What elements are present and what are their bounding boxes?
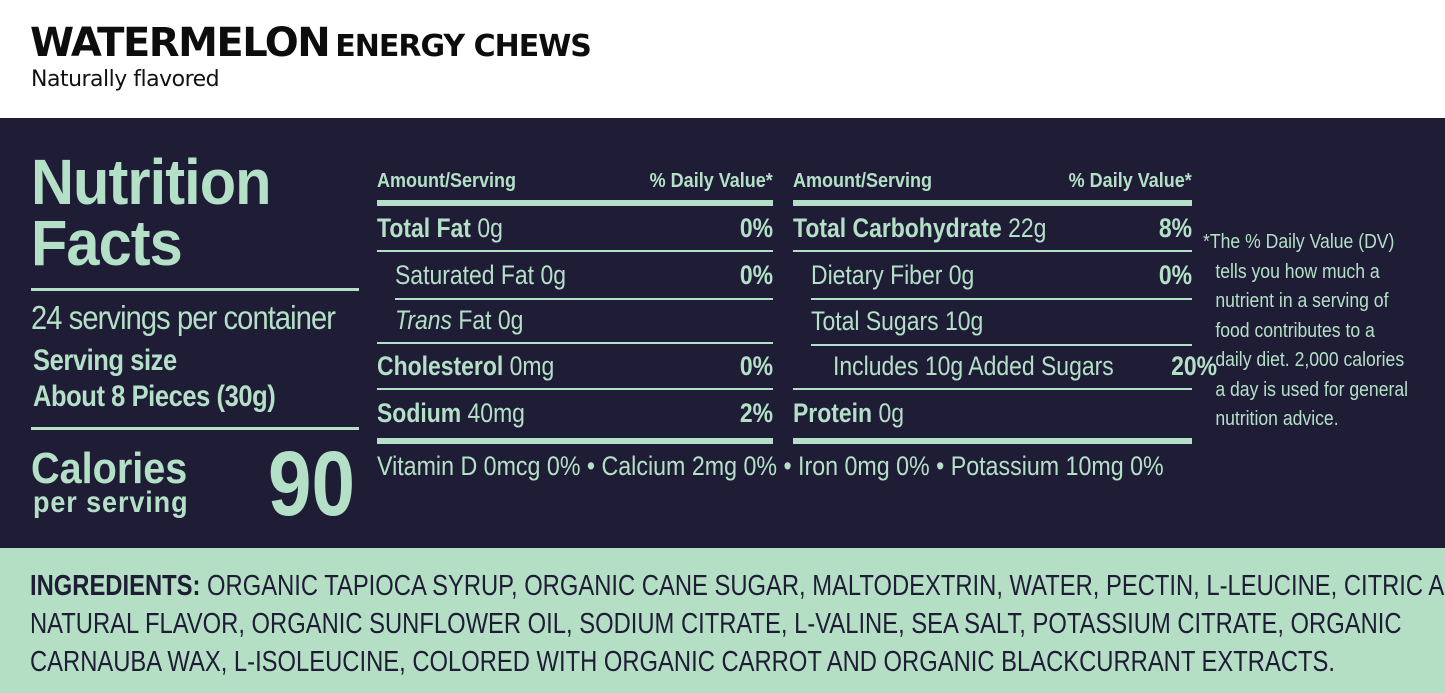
divider (811, 344, 1192, 346)
footnote-line: tells you how much a (1215, 260, 1380, 283)
divider (395, 298, 773, 300)
nutrient-amount: 0g (948, 259, 975, 290)
amount-header: Amount/Serving (793, 170, 933, 192)
nutrient-amount: 0g (477, 212, 503, 243)
nutrient-dv: 0% (739, 212, 773, 243)
ingredients-label: INGREDIENTS: (30, 570, 201, 602)
divider (811, 298, 1192, 300)
divider (31, 427, 359, 430)
product-flavor: WATERMELON (30, 20, 331, 66)
daily-value-header: % Daily Value* (649, 170, 773, 192)
product-name: ENERGY CHEWS (335, 29, 592, 64)
nutrient-amount: 22g (1008, 212, 1047, 243)
nutrient-amount: 40mg (467, 397, 525, 428)
thick-divider (377, 438, 773, 444)
nutrient-row: Sodium 40mg 2% (377, 390, 773, 436)
thick-divider (793, 200, 1192, 206)
nutrient-amount: 0g (497, 304, 524, 335)
daily-value-header: % Daily Value* (1068, 170, 1192, 192)
title-line-1: Nutrition (31, 146, 271, 218)
amount-header: Amount/Serving (377, 170, 517, 192)
nutrient-name: Cholesterol (377, 350, 504, 381)
footnote-line: nutrition advice. (1215, 408, 1339, 430)
nutrient-row: Total Fat 0g 0% (377, 206, 773, 252)
serving-size-label: Serving size (33, 344, 177, 377)
nutrient-amount: 0g (878, 397, 904, 428)
serving-size-value: About 8 Pieces (30g) (33, 380, 276, 413)
nutrition-facts-panel: Nutrition Facts 24 servings per containe… (0, 118, 1445, 548)
nutrient-amount: 0mg (509, 350, 555, 381)
nutrient-name: Saturated Fat (395, 259, 535, 290)
column-header: Amount/Serving % Daily Value* (793, 170, 1192, 198)
nutrient-name-italic: Trans (395, 304, 452, 335)
nutrient-name: Dietary Fiber (811, 259, 943, 290)
nutrient-row: Protein 0g (793, 390, 1192, 436)
nutrient-row: Total Sugars 10g (793, 298, 1192, 346)
nutrient-name: Sodium (377, 397, 462, 428)
nutrient-dv: 8% (1158, 212, 1192, 243)
calories-value: 90 (268, 433, 355, 535)
column-header: Amount/Serving % Daily Value* (377, 170, 773, 198)
divider (31, 288, 359, 291)
thick-divider (793, 438, 1192, 444)
thick-divider (377, 200, 773, 206)
nutrition-facts-title: Nutrition Facts (31, 146, 271, 279)
nutrient-dv: 20% (1171, 350, 1218, 381)
footnote-line: daily diet. 2,000 calories (1215, 349, 1405, 371)
nutrient-dv: 0% (1158, 259, 1192, 290)
serving-size: Serving size About 8 Pieces (30g) (33, 343, 276, 415)
ingredients-line: ORGANIC TAPIOCA SYRUP, ORGANIC CANE SUGA… (200, 570, 1445, 602)
product-title: WATERMELON ENERGY CHEWS (30, 20, 592, 66)
nutrient-name: Total Sugars (811, 305, 939, 336)
nutrient-row: Saturated Fat 0g 0% (377, 252, 773, 300)
nutrient-column-left: Amount/Serving % Daily Value* Total Fat … (377, 170, 773, 444)
footnote-line: nutrient in a serving of (1215, 290, 1389, 312)
ingredients-line: NATURAL FLAVOR, ORGANIC SUNFLOWER OIL, S… (30, 608, 1402, 640)
nutrient-column-right: Amount/Serving % Daily Value* Total Carb… (793, 170, 1217, 444)
daily-value-footnote: *The % Daily Value (DV) tells you how mu… (1203, 228, 1414, 435)
nutrient-name: Protein (793, 397, 873, 428)
nutrient-row: Total Carbohydrate 22g 8% (793, 206, 1192, 252)
product-header: WATERMELON ENERGY CHEWS Naturally flavore… (0, 0, 1445, 118)
nutrient-row: Dietary Fiber 0g 0% (793, 252, 1192, 300)
nutrient-amount: 10g (944, 305, 984, 336)
nutrient-row: Trans Fat 0g (377, 298, 773, 344)
nutrient-dv: 0% (739, 259, 773, 290)
servings-per-container: 24 servings per container (31, 299, 336, 336)
calories-sub-label: per serving (33, 486, 189, 519)
product-subtitle: Naturally flavored (31, 67, 220, 92)
title-line-2: Facts (31, 207, 183, 279)
footnote-line: food contributes to a (1215, 319, 1375, 342)
nutrient-name: Total Fat (377, 212, 471, 243)
nutrient-name: Total Carbohydrate (793, 212, 1002, 243)
footnote-line: *The % Daily Value (DV) (1203, 231, 1395, 253)
ingredients-section: INGREDIENTS: ORGANIC TAPIOCA SYRUP, ORGA… (0, 548, 1445, 693)
nutrient-amount: 0g (540, 259, 566, 290)
ingredients-text: INGREDIENTS: ORGANIC TAPIOCA SYRUP, ORGA… (30, 567, 1445, 681)
nutrient-row: Includes 10g Added Sugars 20% (793, 344, 1217, 390)
vitamins-minerals-line: Vitamin D 0mcg 0% • Calcium 2mg 0% • Iro… (377, 451, 1164, 481)
footnote-line: a day is used for general (1215, 378, 1409, 401)
nutrient-name: Fat (458, 304, 492, 335)
nutrient-dv: 2% (739, 397, 773, 428)
nutrient-row: Cholesterol 0mg 0% (377, 344, 773, 390)
nutrient-name: Includes 10g Added Sugars (833, 350, 1114, 381)
nutrient-dv: 0% (739, 350, 773, 381)
calories-label: Calories (31, 444, 188, 493)
ingredients-line: CARNAUBA WAX, L-ISOLEUCINE, COLORED WITH… (30, 646, 1336, 678)
